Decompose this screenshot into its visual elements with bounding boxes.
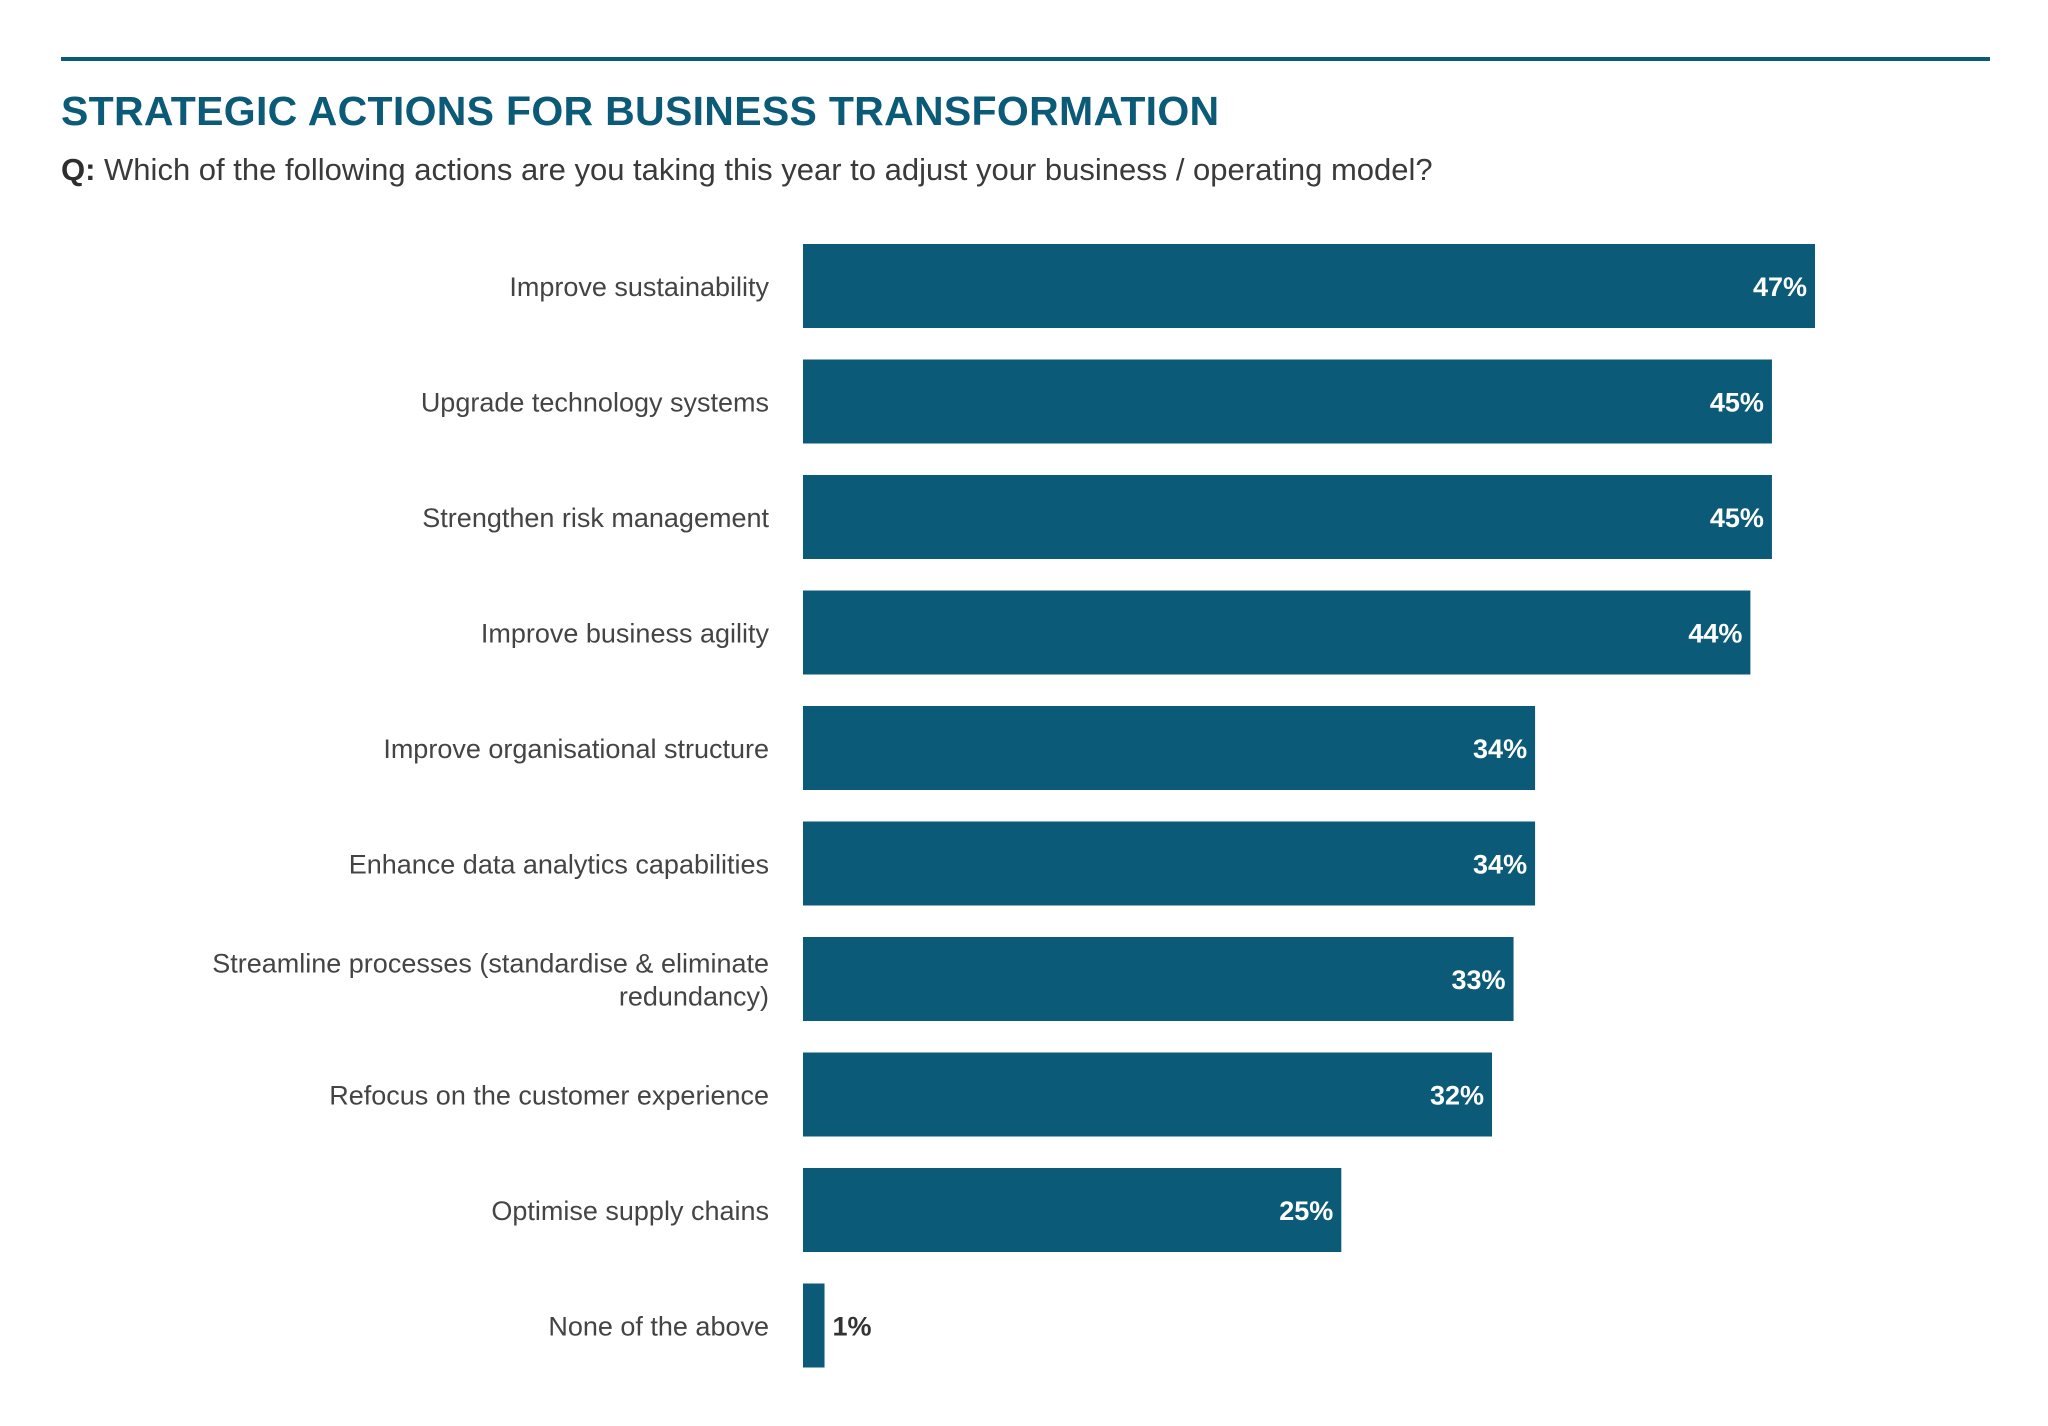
- value-label-0: 47%: [1753, 272, 1807, 302]
- value-label-8: 25%: [1279, 1196, 1333, 1226]
- bar-2: [803, 475, 1772, 559]
- category-label-5: Enhance data analytics capabilities: [349, 850, 769, 880]
- top-rule: [61, 57, 1990, 61]
- bar-3: [803, 590, 1751, 675]
- category-label-4: Improve organisational structure: [383, 734, 769, 764]
- value-label-9: 1%: [833, 1312, 872, 1342]
- value-label-1: 45%: [1710, 388, 1764, 418]
- value-label-7: 32%: [1430, 1081, 1484, 1111]
- value-label-2: 45%: [1710, 503, 1764, 533]
- category-label-9: None of the above: [548, 1312, 769, 1342]
- category-label-0: Improve sustainability: [509, 272, 769, 302]
- bar-6: [803, 937, 1514, 1021]
- value-label-5: 34%: [1473, 850, 1527, 880]
- value-label-3: 44%: [1688, 619, 1742, 649]
- bar-4: [803, 706, 1536, 790]
- category-label-1: Upgrade technology systems: [421, 388, 769, 418]
- category-label-2: Strengthen risk management: [422, 503, 769, 533]
- value-label-4: 34%: [1473, 734, 1527, 764]
- value-label-6: 33%: [1452, 965, 1506, 995]
- category-label-3: Improve business agility: [481, 619, 770, 649]
- bars-group: 47% Improve sustainability 45% Upgrade tech…: [212, 244, 1815, 1368]
- category-label-7: Refocus on the customer experience: [329, 1081, 769, 1111]
- chart-question: Q: Which of the following actions are yo…: [61, 152, 1433, 188]
- bar-8: [803, 1168, 1342, 1252]
- question-prefix: Q:: [61, 152, 96, 187]
- bar-5: [803, 821, 1536, 906]
- category-label-6-line-0: Streamline processes (standardise & elim…: [212, 949, 769, 979]
- bar-1: [803, 359, 1772, 444]
- bar-7: [803, 1052, 1493, 1137]
- chart-title: STRATEGIC ACTIONS FOR BUSINESS TRANSFORM…: [61, 88, 1220, 134]
- category-label-8: Optimise supply chains: [491, 1196, 769, 1226]
- category-label-6-line-1: redundancy): [619, 982, 769, 1012]
- bar-9: [803, 1283, 825, 1368]
- question-text: Which of the following actions are you t…: [95, 152, 1433, 187]
- bar-0: [803, 244, 1815, 328]
